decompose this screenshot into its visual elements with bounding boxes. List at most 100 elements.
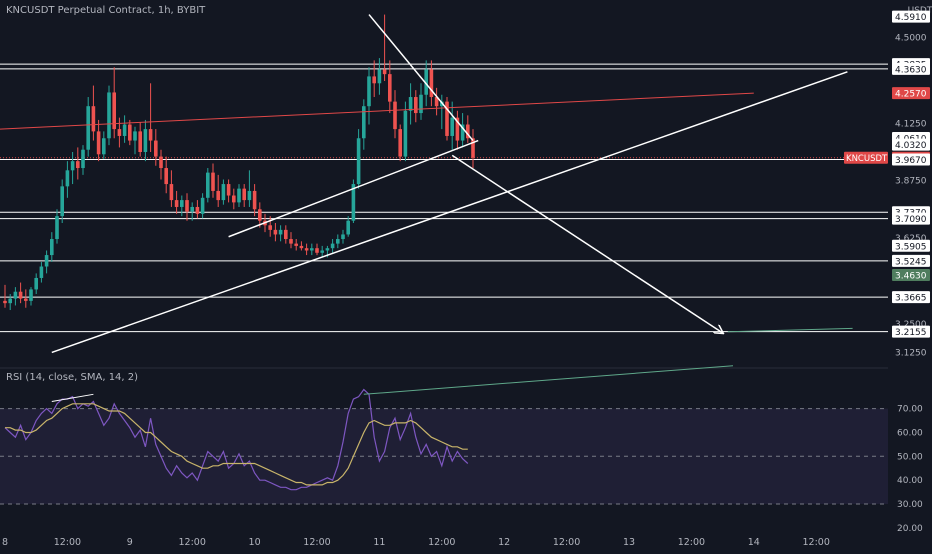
time-label-0: 8	[2, 537, 8, 548]
chart-header: KNCUSDT Perpetual Contract, 1h, BYBIT	[6, 5, 206, 16]
candle-body-51	[268, 225, 272, 230]
price-tag-5: 4.0320	[895, 141, 927, 151]
candle-body-69	[362, 106, 366, 139]
candle-body-66	[346, 220, 350, 235]
price-tag-11: 3.5245	[895, 257, 927, 267]
candle-body-12	[65, 170, 70, 187]
candle-body-33	[174, 200, 179, 207]
symbol-tag: KNCUSDT	[846, 154, 888, 164]
time-label-7: 12:00	[428, 537, 455, 548]
candle-body-55	[289, 239, 293, 244]
candle-body-75	[393, 101, 397, 130]
candle-body-2	[13, 291, 18, 299]
candle-body-68	[356, 138, 361, 185]
symbol-tag-bg	[844, 151, 888, 164]
candle-body-10	[55, 216, 59, 240]
rsi-tick-4: 30.00	[897, 500, 923, 510]
candle-body-79	[414, 97, 418, 114]
price-tag-0: 4.5910	[895, 13, 927, 23]
candle-body-63	[330, 243, 335, 249]
candle-body-80	[419, 94, 423, 114]
candle-body-1	[8, 298, 12, 304]
candle-body-0	[3, 300, 7, 304]
candle-body-35	[185, 200, 189, 212]
candles	[3, 14, 475, 311]
candle-body-39	[206, 172, 210, 198]
interval-label: 1h	[157, 5, 171, 16]
horizontal-levels	[0, 63, 888, 333]
trend-line-2	[228, 139, 479, 238]
candle-body-62	[325, 248, 330, 251]
time-label-4: 10	[249, 537, 261, 548]
price-tick-5: 3.1250	[895, 348, 927, 358]
candle-body-82	[429, 69, 434, 98]
price-tag-bg-2	[892, 62, 930, 75]
candle-body-49	[258, 209, 262, 221]
time-label-10: 13	[623, 537, 635, 548]
price-tick-2: 3.8750	[895, 177, 927, 187]
candle-body-23	[122, 124, 127, 136]
candle-body-21	[112, 92, 116, 130]
candle-body-37	[195, 206, 200, 214]
rsi-header: RSI (14, close, SMA, 14, 2)	[6, 372, 139, 383]
rsi-ma-line	[5, 403, 468, 486]
candle-body-25	[133, 131, 137, 141]
price-tag-9: 3.7090	[895, 215, 927, 225]
candle-body-87	[455, 117, 460, 141]
candle-body-44	[232, 195, 236, 203]
time-label-8: 12	[498, 537, 510, 548]
price-tag-bg-11	[892, 254, 930, 267]
candle-body-5	[29, 289, 33, 301]
candle-body-8	[44, 255, 49, 267]
candle-body-46	[242, 188, 246, 201]
price-tick-1: 4.1250	[895, 119, 927, 129]
price-tick-4: 3.2500	[895, 320, 927, 330]
price-tag-bg-10	[892, 239, 930, 252]
price-tag-bg-7	[892, 153, 930, 166]
price-tag-2: 4.3630	[895, 65, 927, 75]
price-tag-10: 3.5905	[895, 242, 927, 252]
candle-body-48	[252, 190, 257, 210]
candle-body-74	[388, 74, 392, 102]
candle-body-20	[107, 92, 111, 139]
candle-body-9	[50, 239, 54, 256]
candle-body-59	[310, 248, 314, 251]
candle-body-31	[164, 168, 168, 185]
time-label-3: 12:00	[179, 537, 206, 548]
price-axis[interactable]: USDT4.50004.12503.87503.62503.25003.1250…	[844, 0, 932, 550]
candle-body-90	[471, 138, 475, 158]
trend-line-3	[51, 71, 848, 354]
candle-body-7	[39, 266, 44, 278]
candle-body-60	[315, 248, 319, 253]
price-tag-bg-5	[892, 138, 930, 151]
trend-line-0	[0, 92, 754, 130]
time-label-5: 12:00	[303, 537, 330, 548]
rsi-annotation-1	[363, 365, 734, 395]
candle-body-72	[377, 69, 382, 84]
trend-line-5	[727, 327, 853, 333]
price-tag-bg-0	[892, 10, 930, 23]
candle-body-34	[180, 200, 184, 207]
rsi-pane	[0, 365, 888, 505]
candle-body-65	[341, 234, 345, 240]
symbol-title: KNCUSDT Perpetual Contract	[6, 5, 152, 16]
candle-body-57	[299, 245, 304, 249]
candle-body-32	[169, 184, 174, 201]
trend-line-4	[451, 154, 722, 333]
time-label-12: 14	[748, 537, 760, 548]
candle-body-85	[445, 101, 449, 136]
candle-body-30	[159, 156, 163, 169]
candle-body-61	[320, 250, 324, 253]
time-label-6: 11	[373, 537, 385, 548]
time-axis[interactable]: 8 12:00 9 12:00 10 12:00 11 12:00 12 12:00 13 12:00…	[2, 537, 830, 548]
price-tag-3: 4.2570	[895, 90, 927, 100]
price-tag-bg-14	[892, 325, 930, 338]
rsi-annotation-0	[51, 393, 94, 402]
candle-body-22	[117, 129, 122, 136]
candle-body-6	[34, 277, 38, 290]
time-label-11: 12:00	[678, 537, 705, 548]
time-label-9: 12:00	[553, 537, 580, 548]
candle-body-52	[273, 229, 278, 235]
